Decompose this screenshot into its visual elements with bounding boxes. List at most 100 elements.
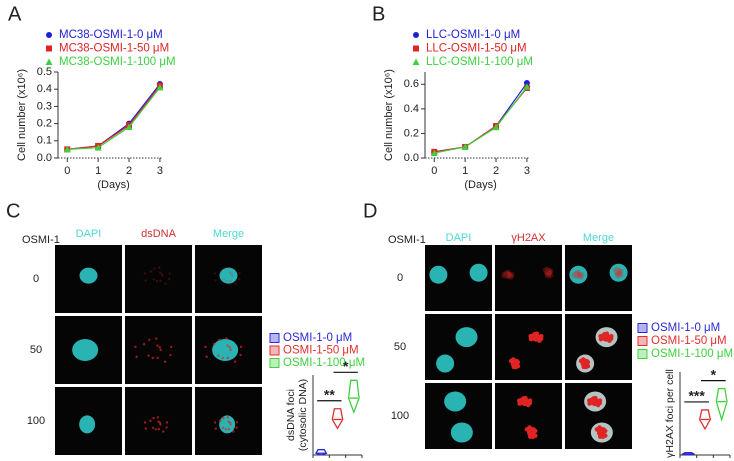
foci [135,355,138,359]
foci [577,272,582,277]
series-line [434,82,528,153]
foci [545,273,550,279]
foci [510,271,515,277]
y-tick-label: 0.2 [37,118,52,130]
foci [519,397,525,402]
foci [151,426,155,430]
foci [617,274,622,279]
nucleus [436,354,455,373]
point [125,123,133,131]
foci [212,343,216,346]
legend-swatch [269,345,280,356]
foci [601,430,606,435]
foci [142,343,146,346]
foci [233,360,237,363]
point [46,45,52,52]
foci [156,344,159,347]
foci [226,344,229,347]
series-line [434,86,528,154]
column-header: γH2AX [511,232,546,244]
foci [544,270,549,275]
legend-label: MC38-OSMI-1-100 μM [59,56,176,68]
foci [217,354,220,357]
foci [143,272,147,275]
foci [577,271,582,277]
legend-swatch [269,333,280,343]
foci [235,426,238,429]
column-header: Merge [213,228,244,240]
point [413,32,419,38]
foci [547,271,553,276]
nucleus [444,391,467,412]
y-tick-label: 0.3 [37,100,52,112]
foci [159,279,162,283]
foci [614,270,619,275]
nucleus [450,422,473,443]
foci [168,272,171,275]
foci [601,333,606,338]
foci [232,430,235,433]
foci [527,432,533,437]
foci [594,427,600,432]
foci [614,272,620,277]
foci [547,268,553,273]
point [523,83,531,90]
x-tick-label: 0 [64,165,70,177]
foci [585,363,591,369]
foci [221,356,224,360]
foci [147,354,150,357]
foci [231,274,234,277]
y-tick-label: 0.1 [37,135,52,147]
legend-label: OSMI-1-100 μM [651,348,733,360]
legend-swatch [637,349,648,359]
row-label: 50 [394,341,406,353]
foci [544,272,550,277]
y-axis-label: dsDNA foci [285,389,297,441]
micrograph [565,314,632,380]
foci [148,338,151,342]
foci [619,273,624,278]
point [63,145,71,153]
foci [227,428,231,431]
foci [225,279,229,283]
x-tick-label: 3 [524,165,530,177]
x-tick-label: 1 [95,165,101,177]
point [461,143,469,150]
column-header: DAPI [76,228,102,240]
foci [571,271,576,277]
y-tick-label: 0.4 [404,103,419,115]
y-tick-label: 0.4 [37,83,52,95]
foci [547,274,552,279]
legend-swatch [269,358,280,368]
legend-label: LLC-OSMI-1-100 μM [426,56,533,68]
significance-label: * [343,358,349,374]
row-label: 50 [30,344,42,356]
nucleus [609,263,628,282]
foci [149,419,152,423]
foci [617,271,622,276]
foci [617,270,623,275]
foci [169,353,172,357]
foci [598,336,604,342]
row-label: 0 [397,272,403,284]
legend-label: OSMI-1-0 μM [283,332,352,344]
treatment-label: OSMI-1 [22,234,60,246]
foci [165,426,168,429]
foci [219,419,222,423]
violin-body [314,449,328,456]
foci [578,275,584,280]
foci [504,269,510,275]
foci [223,267,226,270]
foci [227,420,230,423]
foci [143,421,147,424]
series-line [67,83,161,150]
violin-body [715,387,728,422]
foci [503,271,508,276]
foci [574,273,579,279]
foci [506,271,512,276]
micrograph [125,245,192,313]
foci [535,337,540,342]
point [413,45,419,52]
row-label: 100 [27,415,45,427]
foci [527,398,533,403]
